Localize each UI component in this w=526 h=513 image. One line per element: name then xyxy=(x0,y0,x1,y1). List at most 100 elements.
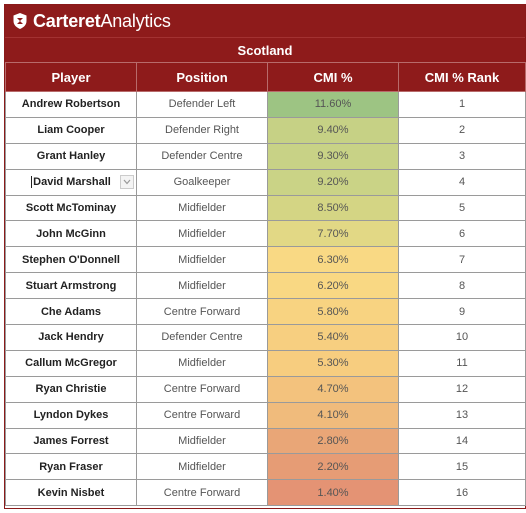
position-cell[interactable]: Midfielder xyxy=(136,349,268,377)
table-row: Callum McGregor Midfielder 5.30% 11 xyxy=(5,349,526,377)
rank-cell[interactable]: 5 xyxy=(398,194,526,222)
player-cell-text: James Forrest xyxy=(33,435,109,448)
rank-cell[interactable]: 3 xyxy=(398,142,526,170)
position-cell[interactable]: Defender Centre xyxy=(136,142,268,170)
rank-cell[interactable]: 2 xyxy=(398,116,526,144)
position-cell-text: Defender Centre xyxy=(161,331,243,344)
column-header-cmi[interactable]: CMI % xyxy=(267,62,399,92)
chevron-down-icon[interactable] xyxy=(120,174,134,189)
table-row: Grant Hanley Defender Centre 9.30% 3 xyxy=(5,142,526,170)
cmi-cell-text: 4.70% xyxy=(317,383,349,396)
rank-cell[interactable]: 13 xyxy=(398,401,526,429)
cmi-cell[interactable]: 2.20% xyxy=(267,453,399,481)
player-cell[interactable]: Liam Cooper xyxy=(5,116,137,144)
cmi-cell[interactable]: 5.80% xyxy=(267,298,399,326)
table-row: Kevin Nisbet Centre Forward 1.40% 16 xyxy=(5,479,526,507)
rank-cell-text: 16 xyxy=(455,486,469,499)
cmi-cell[interactable]: 5.40% xyxy=(267,324,399,351)
player-cell-text: Callum McGregor xyxy=(25,357,117,370)
column-header-rank[interactable]: CMI % Rank xyxy=(398,62,526,92)
position-cell[interactable]: Centre Forward xyxy=(136,479,268,507)
cmi-cell[interactable]: 9.40% xyxy=(267,116,399,144)
rank-cell[interactable]: 7 xyxy=(398,246,526,274)
player-cell[interactable]: Jack Hendry xyxy=(5,324,137,351)
player-cell[interactable]: Ryan Fraser xyxy=(5,453,137,481)
rank-cell-text: 2 xyxy=(458,124,466,137)
player-cell[interactable]: Grant Hanley xyxy=(5,142,137,170)
player-cell-text: Kevin Nisbet xyxy=(37,486,105,499)
position-cell-text: Goalkeeper xyxy=(173,176,231,189)
player-cell-text: Scott McTominay xyxy=(25,202,117,214)
cmi-table: Player Position CMI % CMI % Rank Andrew … xyxy=(5,62,526,507)
player-cell[interactable]: Lyndon Dykes xyxy=(5,401,137,429)
position-cell-text: Midfielder xyxy=(178,435,226,448)
rank-cell[interactable]: 6 xyxy=(398,220,526,248)
column-header-position[interactable]: Position xyxy=(136,62,268,92)
cmi-cell[interactable]: 11.60% xyxy=(267,91,399,118)
rank-cell-text: 9 xyxy=(458,305,466,318)
cmi-cell-text: 9.30% xyxy=(317,150,349,163)
cmi-cell[interactable]: 9.20% xyxy=(267,168,399,196)
rank-cell[interactable]: 16 xyxy=(398,479,526,507)
cmi-cell[interactable]: 4.10% xyxy=(267,401,399,429)
rank-cell-text: 6 xyxy=(458,227,466,240)
rank-cell[interactable]: 10 xyxy=(398,324,526,351)
position-cell[interactable]: Defender Left xyxy=(136,91,268,118)
cmi-cell[interactable]: 5.30% xyxy=(267,349,399,377)
cmi-cell[interactable]: 6.30% xyxy=(267,246,399,274)
rank-cell[interactable]: 1 xyxy=(398,91,526,118)
player-cell[interactable]: Ryan Christie xyxy=(5,375,137,403)
rank-cell-text: 5 xyxy=(458,202,466,214)
position-cell[interactable]: Defender Right xyxy=(136,116,268,144)
position-cell[interactable]: Midfielder xyxy=(136,246,268,274)
player-cell[interactable]: Stuart Armstrong xyxy=(5,272,137,300)
cmi-cell[interactable]: 4.70% xyxy=(267,375,399,403)
column-header-player[interactable]: Player xyxy=(5,62,137,92)
table-row: James Forrest Midfielder 2.80% 14 xyxy=(5,427,526,455)
player-cell[interactable]: John McGinn xyxy=(5,220,137,248)
position-cell[interactable]: Centre Forward xyxy=(136,401,268,429)
position-cell[interactable]: Midfielder xyxy=(136,427,268,455)
position-cell[interactable]: Goalkeeper xyxy=(136,168,268,196)
position-cell[interactable]: Midfielder xyxy=(136,220,268,248)
position-cell-text: Midfielder xyxy=(178,460,226,473)
rank-cell[interactable]: 4 xyxy=(398,168,526,196)
cmi-cell[interactable]: 1.40% xyxy=(267,479,399,507)
player-cell-text: Ryan Christie xyxy=(35,383,107,396)
rank-cell[interactable]: 14 xyxy=(398,427,526,455)
position-cell[interactable]: Midfielder xyxy=(136,453,268,481)
cmi-cell[interactable]: 9.30% xyxy=(267,142,399,170)
cmi-cell[interactable]: 6.20% xyxy=(267,272,399,300)
rank-cell[interactable]: 12 xyxy=(398,375,526,403)
table-row: Liam Cooper Defender Right 9.40% 2 xyxy=(5,116,526,144)
cmi-cell-text: 9.40% xyxy=(317,124,349,137)
rank-cell[interactable]: 9 xyxy=(398,298,526,326)
position-cell[interactable]: Defender Centre xyxy=(136,324,268,351)
position-cell-text: Defender Right xyxy=(165,124,239,137)
player-cell[interactable]: James Forrest xyxy=(5,427,137,455)
position-cell[interactable]: Centre Forward xyxy=(136,375,268,403)
cmi-cell[interactable]: 2.80% xyxy=(267,427,399,455)
player-cell-text: Grant Hanley xyxy=(36,150,106,163)
rank-cell[interactable]: 8 xyxy=(398,272,526,300)
table-row: David Marshall Goalkeeper 9.20% 4 xyxy=(5,168,526,196)
position-cell-text: Midfielder xyxy=(178,279,226,292)
player-cell[interactable]: Che Adams xyxy=(5,298,137,326)
position-cell[interactable]: Centre Forward xyxy=(136,298,268,326)
rank-cell[interactable]: 11 xyxy=(398,349,526,377)
player-cell[interactable]: Scott McTominay xyxy=(5,194,137,222)
rank-cell[interactable]: 15 xyxy=(398,453,526,481)
player-cell[interactable]: David Marshall xyxy=(5,168,137,196)
cmi-cell[interactable]: 7.70% xyxy=(267,220,399,248)
position-cell-text: Centre Forward xyxy=(163,409,241,422)
rank-cell-text: 14 xyxy=(455,435,469,448)
position-cell[interactable]: Midfielder xyxy=(136,272,268,300)
player-cell[interactable]: Kevin Nisbet xyxy=(5,479,137,507)
player-cell[interactable]: Callum McGregor xyxy=(5,349,137,377)
position-cell[interactable]: Midfielder xyxy=(136,194,268,222)
player-cell[interactable]: Andrew Robertson xyxy=(5,91,137,118)
cmi-cell[interactable]: 8.50% xyxy=(267,194,399,222)
rank-cell-text: 15 xyxy=(455,460,469,473)
player-cell[interactable]: Stephen O'Donnell xyxy=(5,246,137,274)
cmi-cell-text: 7.70% xyxy=(317,227,349,240)
